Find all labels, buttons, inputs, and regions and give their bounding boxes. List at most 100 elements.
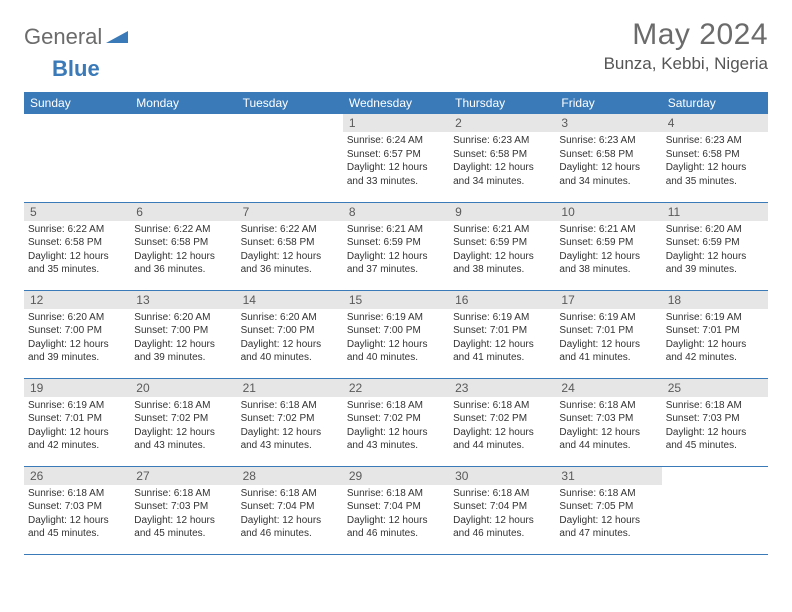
day-cell: 17Sunrise: 6:19 AMSunset: 7:01 PMDayligh… [555,290,661,378]
day-cell: 4Sunrise: 6:23 AMSunset: 6:58 PMDaylight… [662,114,768,202]
day-cell: 13Sunrise: 6:20 AMSunset: 7:00 PMDayligh… [130,290,236,378]
sunrise-line: Sunrise: 6:19 AM [559,311,657,325]
daylight-line: Daylight: 12 hours and 43 minutes. [347,426,445,453]
sunrise-line: Sunrise: 6:18 AM [134,399,232,413]
daylight-line: Daylight: 12 hours and 45 minutes. [134,514,232,541]
month-title: May 2024 [604,18,768,52]
daylight-line: Daylight: 12 hours and 37 minutes. [347,250,445,277]
sunrise-line: Sunrise: 6:20 AM [666,223,764,237]
day-details: Sunrise: 6:23 AMSunset: 6:58 PMDaylight:… [449,132,555,192]
sunset-line: Sunset: 6:58 PM [28,236,126,250]
sunset-line: Sunset: 7:01 PM [28,412,126,426]
day-number: 12 [24,291,130,309]
day-cell: 31Sunrise: 6:18 AMSunset: 7:05 PMDayligh… [555,466,661,554]
daylight-line: Daylight: 12 hours and 34 minutes. [559,161,657,188]
daylight-line: Daylight: 12 hours and 46 minutes. [347,514,445,541]
day-details: Sunrise: 6:23 AMSunset: 6:58 PMDaylight:… [662,132,768,192]
day-cell: 25Sunrise: 6:18 AMSunset: 7:03 PMDayligh… [662,378,768,466]
daylight-line: Daylight: 12 hours and 39 minutes. [28,338,126,365]
day-cell: 21Sunrise: 6:18 AMSunset: 7:02 PMDayligh… [237,378,343,466]
week-row: 5Sunrise: 6:22 AMSunset: 6:58 PMDaylight… [24,202,768,290]
day-cell: 7Sunrise: 6:22 AMSunset: 6:58 PMDaylight… [237,202,343,290]
sunrise-line: Sunrise: 6:18 AM [347,487,445,501]
daylight-line: Daylight: 12 hours and 43 minutes. [134,426,232,453]
day-cell: 15Sunrise: 6:19 AMSunset: 7:00 PMDayligh… [343,290,449,378]
daylight-line: Daylight: 12 hours and 35 minutes. [666,161,764,188]
day-cell [24,114,130,202]
day-cell: 20Sunrise: 6:18 AMSunset: 7:02 PMDayligh… [130,378,236,466]
day-details: Sunrise: 6:24 AMSunset: 6:57 PMDaylight:… [343,132,449,192]
sunrise-line: Sunrise: 6:19 AM [347,311,445,325]
sunset-line: Sunset: 7:03 PM [134,500,232,514]
sunrise-line: Sunrise: 6:22 AM [241,223,339,237]
sunset-line: Sunset: 6:59 PM [559,236,657,250]
sunrise-line: Sunrise: 6:18 AM [559,487,657,501]
sunrise-line: Sunrise: 6:18 AM [453,399,551,413]
title-block: May 2024 Bunza, Kebbi, Nigeria [604,18,768,74]
sunrise-line: Sunrise: 6:18 AM [559,399,657,413]
day-details: Sunrise: 6:21 AMSunset: 6:59 PMDaylight:… [555,221,661,281]
sunset-line: Sunset: 7:02 PM [453,412,551,426]
day-number: 9 [449,203,555,221]
daylight-line: Daylight: 12 hours and 43 minutes. [241,426,339,453]
day-cell: 10Sunrise: 6:21 AMSunset: 6:59 PMDayligh… [555,202,661,290]
day-header-wednesday: Wednesday [343,92,449,114]
sunset-line: Sunset: 6:59 PM [666,236,764,250]
day-cell: 29Sunrise: 6:18 AMSunset: 7:04 PMDayligh… [343,466,449,554]
day-cell: 11Sunrise: 6:20 AMSunset: 6:59 PMDayligh… [662,202,768,290]
day-cell: 26Sunrise: 6:18 AMSunset: 7:03 PMDayligh… [24,466,130,554]
calendar-body: 1Sunrise: 6:24 AMSunset: 6:57 PMDaylight… [24,114,768,554]
day-details: Sunrise: 6:18 AMSunset: 7:05 PMDaylight:… [555,485,661,545]
day-number: 15 [343,291,449,309]
sunset-line: Sunset: 7:00 PM [347,324,445,338]
week-row: 19Sunrise: 6:19 AMSunset: 7:01 PMDayligh… [24,378,768,466]
day-details: Sunrise: 6:18 AMSunset: 7:03 PMDaylight:… [130,485,236,545]
sunset-line: Sunset: 7:03 PM [666,412,764,426]
day-number: 24 [555,379,661,397]
sunset-line: Sunset: 7:04 PM [241,500,339,514]
daylight-line: Daylight: 12 hours and 47 minutes. [559,514,657,541]
day-cell: 28Sunrise: 6:18 AMSunset: 7:04 PMDayligh… [237,466,343,554]
day-details: Sunrise: 6:19 AMSunset: 7:01 PMDaylight:… [24,397,130,457]
day-number: 11 [662,203,768,221]
sunset-line: Sunset: 7:00 PM [134,324,232,338]
day-number: 23 [449,379,555,397]
day-details: Sunrise: 6:22 AMSunset: 6:58 PMDaylight:… [24,221,130,281]
sunrise-line: Sunrise: 6:18 AM [28,487,126,501]
day-details: Sunrise: 6:20 AMSunset: 6:59 PMDaylight:… [662,221,768,281]
day-cell: 12Sunrise: 6:20 AMSunset: 7:00 PMDayligh… [24,290,130,378]
location-text: Bunza, Kebbi, Nigeria [604,54,768,74]
sunrise-line: Sunrise: 6:18 AM [666,399,764,413]
daylight-line: Daylight: 12 hours and 42 minutes. [666,338,764,365]
day-header-thursday: Thursday [449,92,555,114]
sunrise-line: Sunrise: 6:19 AM [453,311,551,325]
sunrise-line: Sunrise: 6:22 AM [134,223,232,237]
sunrise-line: Sunrise: 6:20 AM [241,311,339,325]
day-details: Sunrise: 6:22 AMSunset: 6:58 PMDaylight:… [130,221,236,281]
day-cell: 8Sunrise: 6:21 AMSunset: 6:59 PMDaylight… [343,202,449,290]
day-number: 27 [130,467,236,485]
day-header-tuesday: Tuesday [237,92,343,114]
daylight-line: Daylight: 12 hours and 35 minutes. [28,250,126,277]
daylight-line: Daylight: 12 hours and 42 minutes. [28,426,126,453]
day-details: Sunrise: 6:19 AMSunset: 7:00 PMDaylight:… [343,309,449,369]
calendar-page: General May 2024 Bunza, Kebbi, Nigeria B… [0,0,792,573]
day-number: 22 [343,379,449,397]
day-header-row: Sunday Monday Tuesday Wednesday Thursday… [24,92,768,114]
day-details: Sunrise: 6:20 AMSunset: 7:00 PMDaylight:… [24,309,130,369]
sunset-line: Sunset: 7:00 PM [28,324,126,338]
day-details: Sunrise: 6:18 AMSunset: 7:04 PMDaylight:… [449,485,555,545]
day-cell: 23Sunrise: 6:18 AMSunset: 7:02 PMDayligh… [449,378,555,466]
daylight-line: Daylight: 12 hours and 36 minutes. [241,250,339,277]
day-details: Sunrise: 6:18 AMSunset: 7:03 PMDaylight:… [662,397,768,457]
sunset-line: Sunset: 6:59 PM [453,236,551,250]
sunset-line: Sunset: 6:58 PM [453,148,551,162]
sunset-line: Sunset: 7:03 PM [28,500,126,514]
sunrise-line: Sunrise: 6:19 AM [28,399,126,413]
day-number: 14 [237,291,343,309]
day-number: 19 [24,379,130,397]
sunrise-line: Sunrise: 6:18 AM [241,487,339,501]
day-cell [662,466,768,554]
day-details: Sunrise: 6:19 AMSunset: 7:01 PMDaylight:… [555,309,661,369]
sunrise-line: Sunrise: 6:24 AM [347,134,445,148]
